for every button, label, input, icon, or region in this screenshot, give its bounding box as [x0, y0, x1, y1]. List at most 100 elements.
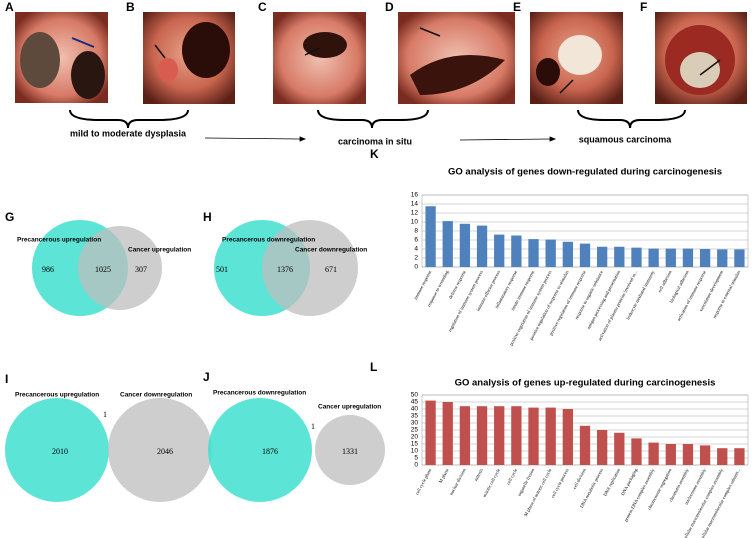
- x-tick-label: antigen processing and presentation: [586, 269, 622, 330]
- panel-label: A: [5, 0, 14, 14]
- bar: [562, 409, 573, 465]
- overlap-count: 1376: [277, 265, 293, 274]
- bar: [579, 243, 591, 267]
- x-tick-label: regulation of immune system process: [447, 269, 484, 332]
- y-tick-label: 40: [411, 406, 419, 413]
- venn-diagrams: G Precancerous upregulation Cancer upregul…: [5, 210, 385, 502]
- bar: [597, 430, 608, 465]
- x-tick-label: mitosis: [473, 467, 484, 481]
- chart-title: GO analysis of genes up-regulated during…: [455, 378, 716, 389]
- panel-label: I: [5, 372, 8, 386]
- y-tick-label: 6: [414, 237, 418, 244]
- set-count: 2046: [157, 447, 173, 456]
- bar: [579, 425, 591, 465]
- y-tick-label: 0: [414, 264, 418, 271]
- bar: [528, 407, 539, 465]
- panel-label: G: [5, 210, 14, 224]
- bar: [717, 249, 728, 267]
- bar: [442, 221, 453, 267]
- y-tick-label: 15: [411, 441, 419, 448]
- bar: [699, 249, 711, 267]
- overlap-count: 1: [311, 422, 315, 431]
- bar: [682, 444, 694, 465]
- bar: [665, 444, 676, 465]
- bar: [665, 248, 676, 267]
- y-tick-label: 10: [411, 219, 419, 226]
- set-name: Cancer downregulation: [295, 247, 367, 254]
- set-count: 307: [135, 265, 147, 274]
- bar: [494, 234, 505, 267]
- bar: [476, 406, 488, 465]
- chart-title: GO analysis of genes down-regulated duri…: [448, 167, 722, 178]
- set-name: Cancer upregulation: [318, 404, 381, 411]
- panel-label: C: [258, 0, 267, 14]
- bar: [476, 225, 488, 267]
- x-tick-label: M phase: [438, 468, 450, 484]
- y-tick-label: 35: [411, 413, 419, 420]
- bar: [442, 402, 453, 465]
- bar: [494, 406, 505, 465]
- venn-set: [108, 398, 212, 502]
- y-tick-label: 30: [411, 420, 419, 427]
- bar: [699, 445, 711, 465]
- x-tick-label: DNA packaging: [620, 467, 639, 496]
- y-tick-label: 50: [411, 392, 419, 399]
- stage-caption: carcinoma in situ: [338, 136, 412, 146]
- y-tick-label: 20: [411, 434, 419, 441]
- go-charts: K GO analysis of genes down-regulated dur…: [370, 147, 749, 538]
- bar: [511, 235, 522, 267]
- bar: [425, 206, 436, 267]
- y-tick-label: 2: [414, 255, 418, 262]
- x-tick-label: defense response: [448, 270, 467, 300]
- x-tick-label: cell cycle phase: [414, 468, 432, 496]
- bar: [425, 400, 436, 465]
- bar: [631, 247, 642, 267]
- bar: [648, 248, 659, 267]
- x-tick-label: protein-DNA complex assembly: [623, 467, 656, 522]
- bar: [511, 406, 522, 465]
- y-tick-label: 0: [414, 462, 418, 469]
- bar: [528, 239, 539, 267]
- venn-set: [315, 415, 385, 485]
- bar: [545, 239, 556, 267]
- bar: [545, 407, 556, 465]
- venn-set: [5, 398, 109, 502]
- y-tick-label: 10: [411, 448, 419, 455]
- y-tick-label: 8: [414, 228, 418, 235]
- panel-label: H: [203, 210, 212, 224]
- overlap-count: 1025: [95, 265, 111, 274]
- bar: [562, 241, 573, 267]
- x-tick-label: mitotic cell cycle: [482, 468, 501, 498]
- stage-caption: mild to moderate dysplasia: [70, 128, 187, 138]
- bar: [717, 448, 728, 465]
- venn-set: [78, 226, 162, 310]
- set-name: Cancer upregulation: [128, 247, 191, 254]
- x-tick-label: immune response: [413, 270, 433, 301]
- bar: [597, 246, 608, 267]
- set-count: 501: [216, 265, 228, 274]
- set-name: Precancerous downregulation: [213, 390, 306, 397]
- stage-braces: [69, 109, 686, 129]
- y-tick-label: 16: [411, 192, 419, 199]
- bar: [682, 248, 694, 267]
- bar: [734, 448, 745, 465]
- set-count: 1876: [262, 447, 278, 456]
- stage-arrows: [204, 136, 557, 142]
- panel-label: J: [203, 370, 210, 384]
- y-tick-label: 12: [411, 210, 419, 217]
- panel-label: F: [640, 0, 647, 14]
- set-name: Precancerous upregulation: [17, 237, 101, 244]
- x-tick-label: nuclear division: [448, 467, 467, 496]
- y-tick-label: 45: [411, 399, 419, 406]
- bar: [631, 438, 642, 465]
- set-count: 986: [42, 265, 54, 274]
- x-tick-label: cell cycle process: [550, 467, 570, 498]
- x-tick-label: DNA replication: [602, 467, 621, 497]
- overlap-count: 1: [103, 410, 107, 419]
- bar: [459, 223, 471, 267]
- set-count: 1331: [342, 447, 358, 456]
- venn-set: [262, 220, 358, 316]
- bar: [734, 249, 745, 267]
- set-name: Precancerous downregulation: [222, 237, 315, 244]
